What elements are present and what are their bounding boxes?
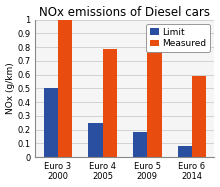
Legend: Limit, Measured: Limit, Measured — [146, 24, 210, 52]
Bar — [88, 123, 103, 157]
Bar — [58, 20, 72, 157]
Bar — [44, 88, 58, 157]
Title: NOx emissions of Diesel cars: NOx emissions of Diesel cars — [39, 6, 211, 19]
Bar — [178, 146, 192, 157]
Bar — [192, 76, 206, 157]
Bar — [147, 49, 162, 157]
Y-axis label: NOx (g/km): NOx (g/km) — [6, 63, 15, 114]
Bar — [133, 132, 147, 157]
Bar — [103, 49, 117, 157]
